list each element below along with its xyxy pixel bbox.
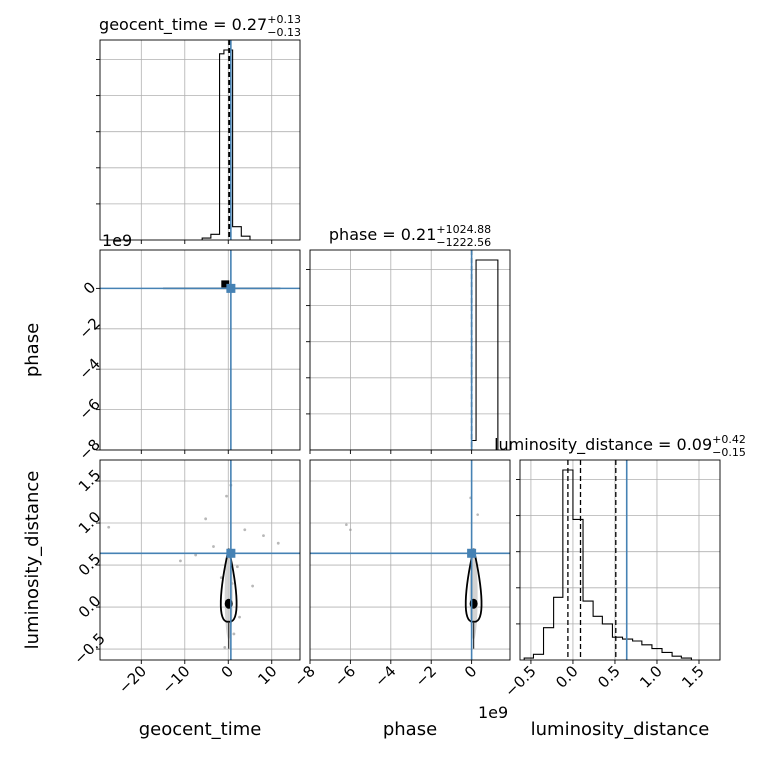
x-tick-label: 0.0: [552, 662, 582, 692]
sample-point: [276, 541, 280, 545]
sample-point: [243, 528, 247, 532]
title-minus-luminosity_distance: −0.15: [712, 446, 746, 459]
panel-frame: [99, 39, 301, 241]
x-tick-label: −6: [331, 662, 359, 690]
x-tick-label: 0.5: [594, 662, 624, 692]
histogram-geocent_time: [201, 49, 251, 240]
title-phase: phase = 0.21+1024.88: [329, 223, 491, 244]
panel-frame: [309, 459, 511, 661]
panel-grid-2-0: [100, 460, 300, 660]
truth-marker: [467, 548, 477, 558]
sample-point: [235, 565, 239, 569]
sample-point: [225, 494, 228, 498]
x-tick-label: −10: [158, 662, 193, 697]
y-axis-label-phase: phase: [22, 323, 43, 377]
x-tick-label: 1.0: [636, 662, 666, 692]
sample-point: [223, 645, 227, 649]
title-geocent_time: geocent_time = 0.27+0.13: [99, 13, 301, 35]
histogram-phase: [310, 259, 499, 450]
x-tick-label: −20: [115, 662, 150, 697]
truth-marker: [226, 283, 236, 293]
offset-text-phase-x: 1e9: [478, 703, 508, 722]
density-contour: [464, 548, 483, 623]
x-tick-label: 0: [461, 662, 480, 681]
x-axis-label-geocent_time: geocent_time: [139, 719, 262, 740]
x-tick-label: −0.5: [501, 662, 539, 700]
panel-frame: [99, 459, 301, 661]
x-tick-label: 10: [254, 662, 280, 688]
panel-frame: [99, 249, 301, 451]
title-minus-phase: −1222.56: [436, 236, 491, 249]
x-axis-label-phase: phase: [383, 719, 437, 740]
x-tick-label: 0: [218, 662, 237, 681]
sample-point: [345, 523, 348, 527]
density-contour: [219, 548, 238, 623]
x-tick-label: −4: [371, 662, 399, 690]
sample-point: [349, 528, 352, 532]
sample-point: [194, 553, 198, 557]
sample-point: [262, 534, 265, 538]
sample-point: [179, 559, 182, 563]
panel-grid-1-0: [100, 250, 300, 450]
sample-point: [219, 576, 223, 580]
sample-point: [238, 615, 241, 619]
sample-point: [232, 632, 236, 636]
sample-point: [204, 517, 208, 521]
sample-point: [251, 584, 255, 588]
panel-grid-0-0: [100, 40, 300, 240]
y-axis-label-luminosity_distance: luminosity_distance: [22, 471, 43, 650]
title-minus-geocent_time: −0.13: [267, 26, 301, 39]
truth-marker: [226, 548, 236, 558]
panel-grid-2-1: [310, 460, 510, 660]
x-tick-label: 1.5: [678, 662, 708, 692]
x-tick-label: −2: [412, 662, 440, 690]
panel-frame: [309, 249, 511, 451]
density-peak: [221, 280, 230, 288]
offset-text-phase-y: 1e9: [102, 231, 132, 250]
x-axis-label-luminosity_distance: luminosity_distance: [531, 719, 710, 740]
x-tick-label: −8: [290, 662, 318, 690]
histogram-luminosity_distance: [523, 469, 692, 660]
panel-grid-1-1: [310, 250, 510, 450]
sample-point: [212, 545, 215, 548]
title-luminosity_distance: luminosity_distance = 0.09+0.42: [494, 433, 746, 455]
sample-point: [476, 513, 479, 516]
sample-point: [107, 525, 111, 529]
panel-frame: [519, 459, 721, 661]
panel-grid-2-2: [520, 460, 720, 660]
